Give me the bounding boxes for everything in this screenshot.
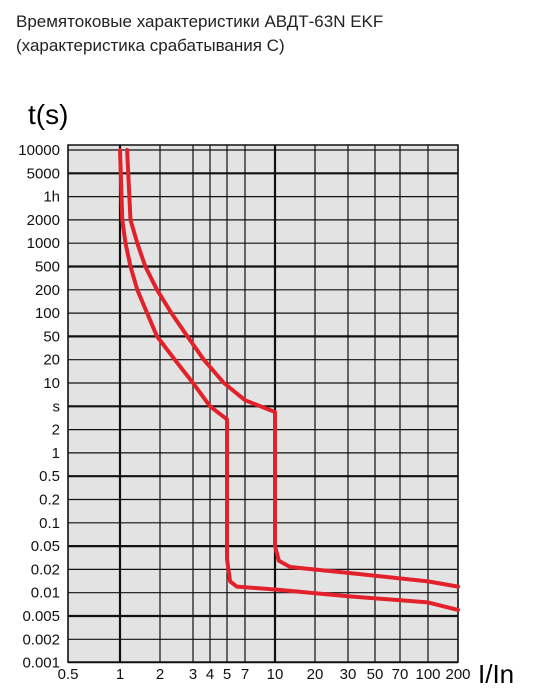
title-line-1: Времятоковые характеристики АВДТ-63N EKF xyxy=(16,12,384,31)
y-tick-label: 10000 xyxy=(18,142,60,159)
y-tick-label: 0.01 xyxy=(31,585,60,602)
plot-frame xyxy=(67,144,459,663)
x-tick-label: 7 xyxy=(241,666,249,683)
x-tick-label: 200 xyxy=(445,666,470,683)
x-tick-label: 0.5 xyxy=(58,666,79,683)
y-tick-label: 1h xyxy=(43,189,60,206)
x-tick-labels: 0.5 1 2 3 4 5 7 10 20 30 50 70 100 200 xyxy=(58,666,471,683)
x-tick-label: 2 xyxy=(156,666,164,683)
y-tick-label: 50 xyxy=(43,328,60,345)
curves xyxy=(118,148,460,612)
y-tick-label: 0.1 xyxy=(39,515,60,532)
y-tick-label: 1000 xyxy=(27,235,60,252)
y-tick-label: 100 xyxy=(35,305,60,322)
trip-curve-2 xyxy=(125,148,460,589)
x-tick-label: 5 xyxy=(223,666,231,683)
y-tick-label: 5000 xyxy=(27,165,60,182)
y-tick-label: 1 xyxy=(52,445,60,462)
x-axis-label: I/In xyxy=(478,659,514,689)
x-tick-label: 30 xyxy=(340,666,357,683)
y-tick-label: 0.2 xyxy=(39,492,60,509)
y-tick-label: 10 xyxy=(43,375,60,392)
x-tick-label: 10 xyxy=(267,666,284,683)
x-tick-label: 1 xyxy=(116,666,124,683)
x-tick-label: 3 xyxy=(189,666,197,683)
y-tick-label: 2000 xyxy=(27,212,60,229)
grid xyxy=(67,144,459,664)
x-tick-label: 20 xyxy=(307,666,324,683)
y-tick-label: 500 xyxy=(35,259,60,276)
y-tick-label: 0.5 xyxy=(39,468,60,485)
trip-curve-1 xyxy=(118,148,460,612)
y-tick-label: 0.02 xyxy=(31,561,60,578)
y-tick-label: 0.05 xyxy=(31,538,60,555)
y-tick-label: 200 xyxy=(35,282,60,299)
x-tick-label: 100 xyxy=(415,666,440,683)
y-tick-label: 0.002 xyxy=(22,631,60,648)
y-axis-label: t(s) xyxy=(28,99,68,130)
x-tick-label: 50 xyxy=(367,666,384,683)
chart-title: Времятоковые характеристики АВДТ-63N EKF… xyxy=(16,10,383,58)
x-tick-label: 4 xyxy=(206,666,214,683)
y-tick-label: 2 xyxy=(52,422,60,439)
y-tick-labels: 10000 5000 1h 2000 1000 500 200 100 50 20 10 s 2 1 0.5… xyxy=(18,142,60,672)
y-tick-label: s xyxy=(53,398,61,415)
x-tick-label: 70 xyxy=(392,666,409,683)
y-tick-label: 20 xyxy=(43,352,60,369)
title-line-2: (характеристика срабатывания С) xyxy=(16,36,285,55)
y-tick-label: 0.001 xyxy=(22,655,60,672)
y-tick-label: 0.005 xyxy=(22,608,60,625)
